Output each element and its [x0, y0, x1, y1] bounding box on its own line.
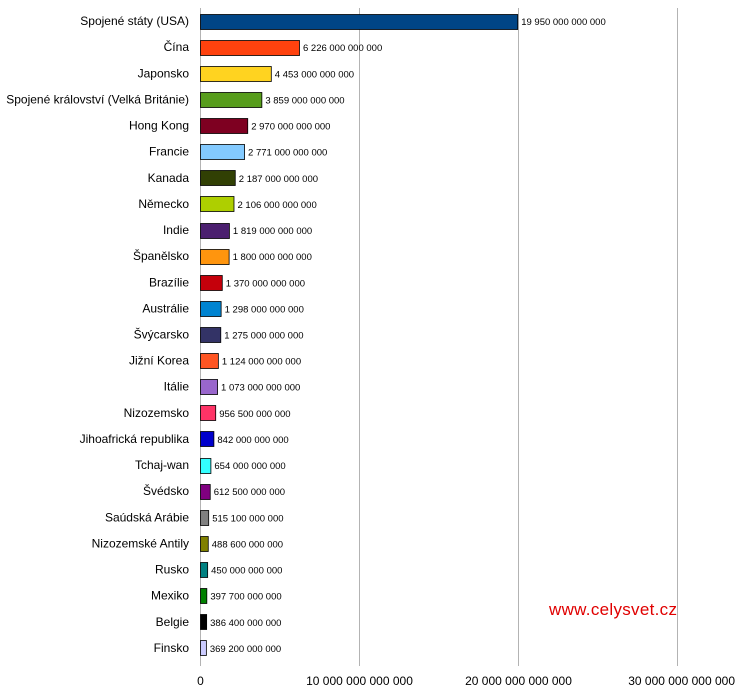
bar	[200, 588, 208, 604]
category-label: Spojené království (Velká Británie)	[6, 92, 189, 106]
bar	[200, 144, 245, 160]
category-label: Švédsko	[143, 483, 189, 498]
bar	[200, 562, 209, 578]
x-tick-labels: 0 10 000 000 000 000 20 000 000 000 000 30 …	[197, 674, 735, 688]
category-label: Indie	[163, 223, 189, 237]
bar	[200, 170, 236, 186]
bar	[200, 14, 519, 30]
value-label: 386 400 000 000	[210, 618, 281, 629]
value-label: 2 970 000 000 000	[251, 122, 330, 133]
value-label: 2 187 000 000 000	[239, 174, 318, 185]
category-label: Mexiko	[151, 589, 189, 603]
bar	[200, 431, 215, 447]
category-label: Spojené státy (USA)	[80, 14, 189, 28]
x-tick-label: 30 000 000 000 000	[628, 674, 735, 688]
bar	[200, 118, 249, 134]
value-label: 6 226 000 000 000	[303, 43, 382, 54]
x-tick-label: 20 000 000 000 000	[465, 674, 572, 688]
category-label: Jihoafrická republika	[80, 432, 190, 446]
category-labels: Spojené státy (USA) Čína Japonsko Spojené k…	[6, 14, 189, 655]
category-label: Kanada	[148, 171, 190, 185]
value-label: 1 298 000 000 000	[225, 304, 304, 315]
value-label: 1 370 000 000 000	[226, 278, 305, 289]
category-label: Belgie	[156, 615, 190, 629]
bar	[200, 484, 211, 500]
category-label: Čína	[164, 39, 190, 54]
category-label: Saúdská Arábie	[105, 510, 189, 524]
bar	[200, 353, 219, 369]
bar	[200, 379, 218, 395]
value-label: 956 500 000 000	[219, 409, 290, 420]
value-labels: 19 950 000 000 000 6 226 000 000 000 4 453…	[210, 17, 606, 655]
value-label: 842 000 000 000	[217, 435, 288, 446]
value-label: 1 819 000 000 000	[233, 226, 312, 237]
bar	[200, 405, 217, 421]
value-label: 2 771 000 000 000	[248, 148, 327, 159]
bar	[200, 196, 235, 212]
value-label: 612 500 000 000	[214, 487, 285, 498]
category-label: Rusko	[155, 563, 189, 577]
category-label: Japonsko	[138, 66, 190, 80]
bar	[200, 40, 300, 56]
value-label: 2 106 000 000 000	[237, 200, 316, 211]
category-label: Hong Kong	[129, 119, 189, 133]
bar	[200, 66, 272, 82]
bar	[200, 92, 263, 108]
bar	[200, 510, 210, 526]
bar	[200, 223, 230, 239]
x-tick-label: 0	[197, 674, 204, 688]
value-label: 3 859 000 000 000	[265, 95, 344, 106]
value-label: 450 000 000 000	[211, 566, 282, 577]
category-label: Nizozemsko	[124, 406, 190, 420]
category-label: Švýcarsko	[134, 327, 190, 342]
bars	[200, 14, 519, 656]
category-label: Francie	[149, 145, 189, 159]
value-label: 488 600 000 000	[212, 539, 283, 550]
bar	[200, 536, 209, 552]
bar	[200, 458, 212, 474]
value-label: 515 100 000 000	[212, 513, 283, 524]
bar	[200, 640, 207, 656]
category-label: Finsko	[154, 641, 190, 655]
value-label: 1 800 000 000 000	[233, 252, 312, 263]
value-label: 1 073 000 000 000	[221, 383, 300, 394]
watermark-text: www.celysvet.cz	[549, 600, 678, 619]
bar	[200, 614, 208, 630]
bar	[200, 275, 223, 291]
x-tick-label: 10 000 000 000 000	[306, 674, 413, 688]
category-label: Jižní Korea	[129, 354, 189, 368]
category-label: Nizozemské Antily	[92, 536, 189, 550]
value-label: 369 200 000 000	[210, 644, 281, 655]
bar	[200, 301, 222, 317]
category-label: Španělsko	[133, 248, 189, 263]
value-label: 1 275 000 000 000	[224, 331, 303, 342]
category-label: Itálie	[164, 380, 190, 394]
value-label: 4 453 000 000 000	[275, 69, 354, 80]
value-label: 1 124 000 000 000	[222, 357, 301, 368]
value-label: 654 000 000 000	[214, 461, 285, 472]
category-label: Austrálie	[142, 301, 189, 315]
bar	[200, 249, 230, 265]
bar	[200, 327, 222, 343]
category-label: Brazílie	[149, 275, 189, 289]
value-label: 19 950 000 000 000	[521, 17, 606, 28]
category-label: Německo	[138, 197, 189, 211]
category-label: Tchaj-wan	[135, 458, 189, 472]
gridlines	[359, 8, 678, 661]
value-label: 397 700 000 000	[210, 592, 281, 603]
